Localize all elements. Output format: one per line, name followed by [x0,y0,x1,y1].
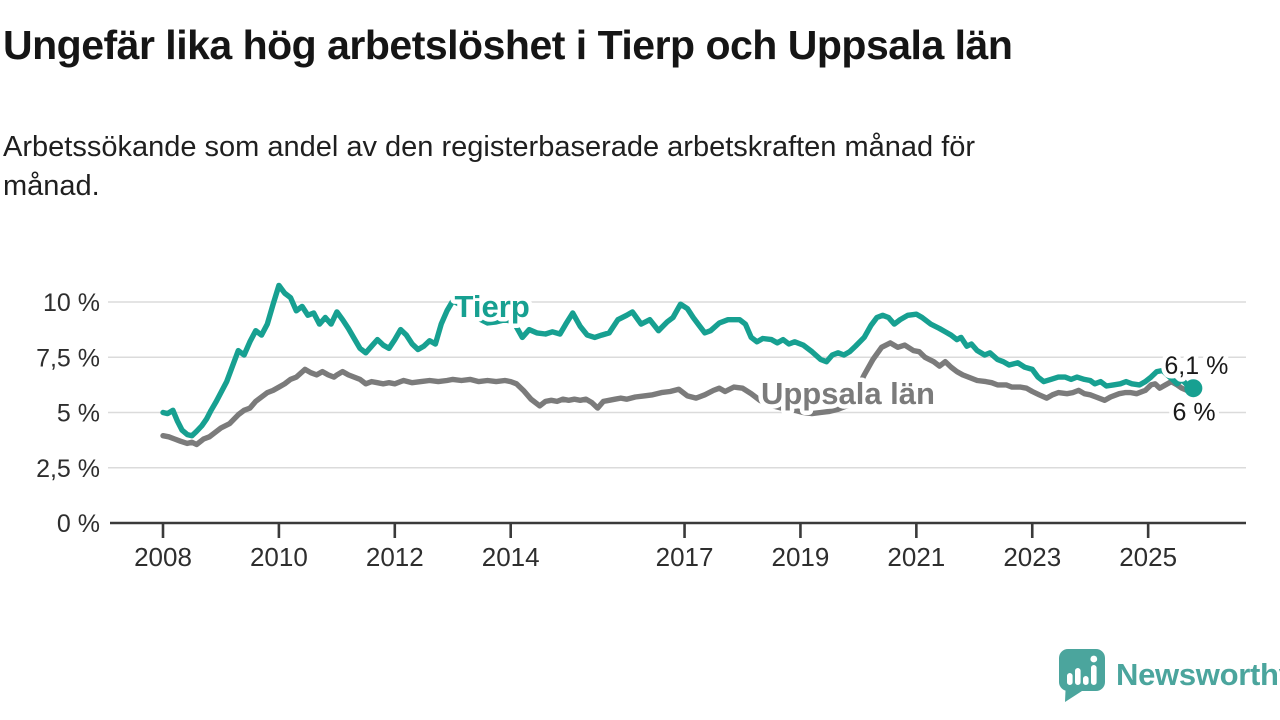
bar-3 [1083,676,1089,685]
end-dot-1 [1184,379,1203,398]
y-axis-label-7.5: 7,5 % [36,344,100,372]
x-axis-label-2012: 2012 [366,542,424,572]
y-axis-label-10: 10 % [43,289,100,317]
end-value-label-1: 6,1 % [1164,352,1228,380]
y-axis-label-5: 5 % [57,400,100,428]
series-label-uppsala-l-n: Uppsala län [761,376,935,411]
bar-2 [1075,668,1081,685]
newsworthy-icon [1059,649,1105,702]
y-axis-label-0: 0 % [57,510,100,538]
newsworthy-wordmark: Newsworthy [1116,657,1280,692]
speech-bubble-shape [1059,649,1105,702]
x-axis-label-2014: 2014 [482,542,540,572]
x-axis-label-2008: 2008 [134,542,192,572]
exclamation-dot [1090,655,1098,663]
newsworthy-logo: Newsworthy [1056,647,1280,703]
exclamation-bar [1091,665,1097,685]
series-line-tierp [160,282,1197,439]
page-title: Ungefär lika hög arbetslöshet i Tierp oc… [3,22,1013,68]
x-axis-label-2019: 2019 [772,542,830,572]
series-label-tierp: Tierp [455,289,530,324]
end-value-label-0: 6 % [1173,398,1216,426]
subtitle-line-1: Arbetssökande som andel av den registerb… [3,131,976,163]
x-axis-label-2025: 2025 [1119,542,1177,572]
y-axis-label-2.5: 2,5 % [36,455,100,483]
line-chart: 0 % 2,5 % 5 % 7,5 % 10 % 2008 2010 2012 2014 2017… [36,282,1246,572]
chart-subtitle: Arbetssökande som andel av den registerb… [3,128,975,206]
x-axis-label-2023: 2023 [1003,542,1061,572]
series-line-uppsala-l-n [160,340,1195,448]
bar-1 [1067,673,1073,685]
subtitle-line-2: månad. [3,170,100,202]
x-axis-label-2010: 2010 [250,542,308,572]
x-axis-label-2021: 2021 [887,542,945,572]
x-axis-label-2017: 2017 [656,542,714,572]
